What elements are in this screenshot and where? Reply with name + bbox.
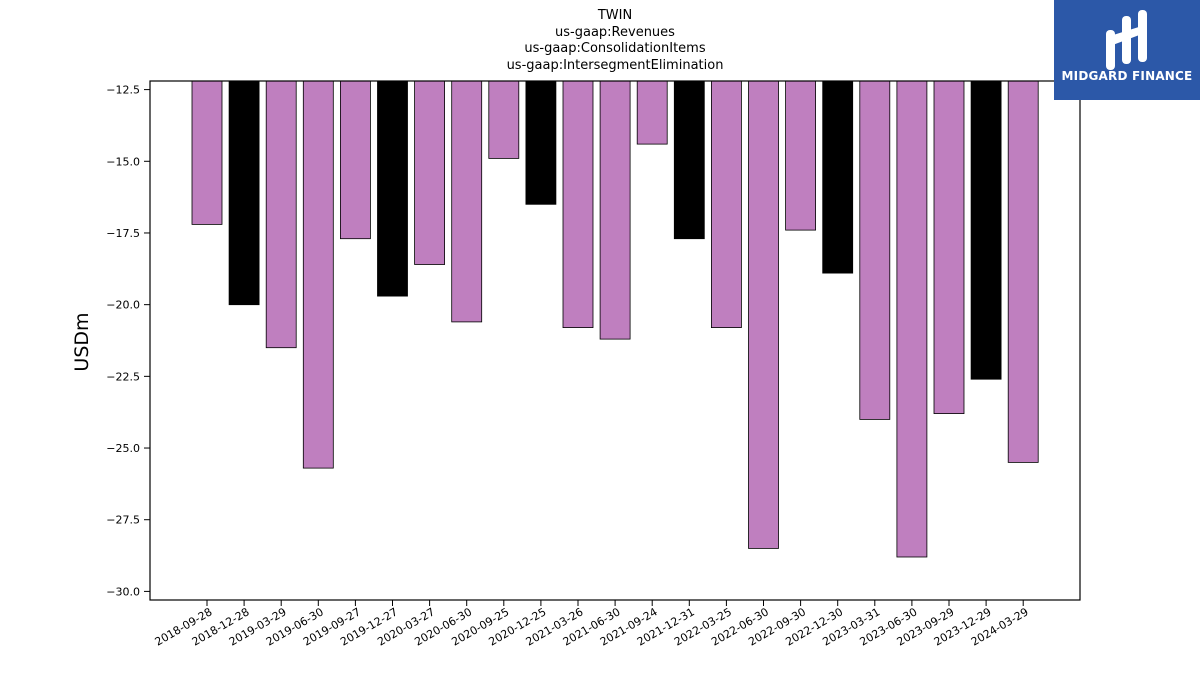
- chart-title-line-1: TWIN: [597, 8, 632, 23]
- company-logo: MIDGARD FINANCE: [1054, 0, 1200, 100]
- logo-text: MIDGARD FINANCE: [1061, 69, 1193, 83]
- bar-2020-12-25: [525, 80, 557, 205]
- bar-2021-12-31: [673, 80, 705, 240]
- bar-2023-12-29: [970, 80, 1002, 380]
- bar-2022-03-25: [711, 80, 742, 329]
- bar-2023-06-30: [896, 80, 928, 558]
- bar-2020-09-25: [488, 80, 520, 159]
- y-tick-label: −15.0: [106, 155, 140, 168]
- y-tick-label: −22.5: [106, 370, 140, 383]
- chart-title-line-2: us-gaap:Revenues: [555, 25, 675, 40]
- y-tick-label: −17.5: [106, 227, 140, 240]
- bar-2023-03-31: [859, 80, 891, 420]
- bar-2021-09-24: [636, 80, 668, 145]
- bar-2018-09-28: [191, 80, 223, 225]
- bar-2024-03-29: [1007, 80, 1039, 463]
- bars: [191, 80, 1039, 558]
- bar-2021-06-30: [599, 80, 631, 340]
- plot-frame: [149, 80, 1081, 601]
- chart-title-line-3: us-gaap:ConsolidationItems: [524, 41, 705, 56]
- y-tick-label: −12.5: [106, 84, 140, 97]
- y-tick-label: −30.0: [106, 585, 140, 598]
- bar-2018-12-28: [228, 80, 260, 306]
- y-tick-label: −25.0: [106, 442, 140, 455]
- bar-2022-12-30: [822, 80, 854, 274]
- y-tick-label: −20.0: [106, 299, 140, 312]
- bar-2020-03-27: [414, 80, 446, 265]
- bar-2021-03-26: [562, 80, 594, 329]
- x-axis: 2018-09-282018-12-282019-03-292019-06-30…: [153, 600, 1031, 649]
- chart-title: TWIN us-gaap:Revenues us-gaap:Consolidat…: [507, 8, 724, 73]
- bar-2019-06-30: [302, 80, 334, 469]
- midgard-logo-icon: [1106, 10, 1147, 70]
- bar-2023-09-29: [933, 80, 965, 415]
- chart-title-line-4: us-gaap:IntersegmentElimination: [507, 58, 724, 73]
- bar-2020-06-30: [451, 80, 483, 323]
- y-axis-label: USDm: [71, 312, 93, 371]
- y-tick-label: −27.5: [106, 514, 140, 527]
- bar-2019-03-29: [265, 80, 297, 349]
- bar-2019-09-27: [339, 80, 371, 240]
- bar-2022-09-30: [785, 80, 816, 231]
- bar-2019-12-27: [377, 80, 408, 297]
- bar-2022-06-30: [748, 80, 779, 549]
- y-axis: −12.5 −15.0 −17.5 −20.0 −22.5 −25.0 −27.5 −30.0: [106, 84, 150, 598]
